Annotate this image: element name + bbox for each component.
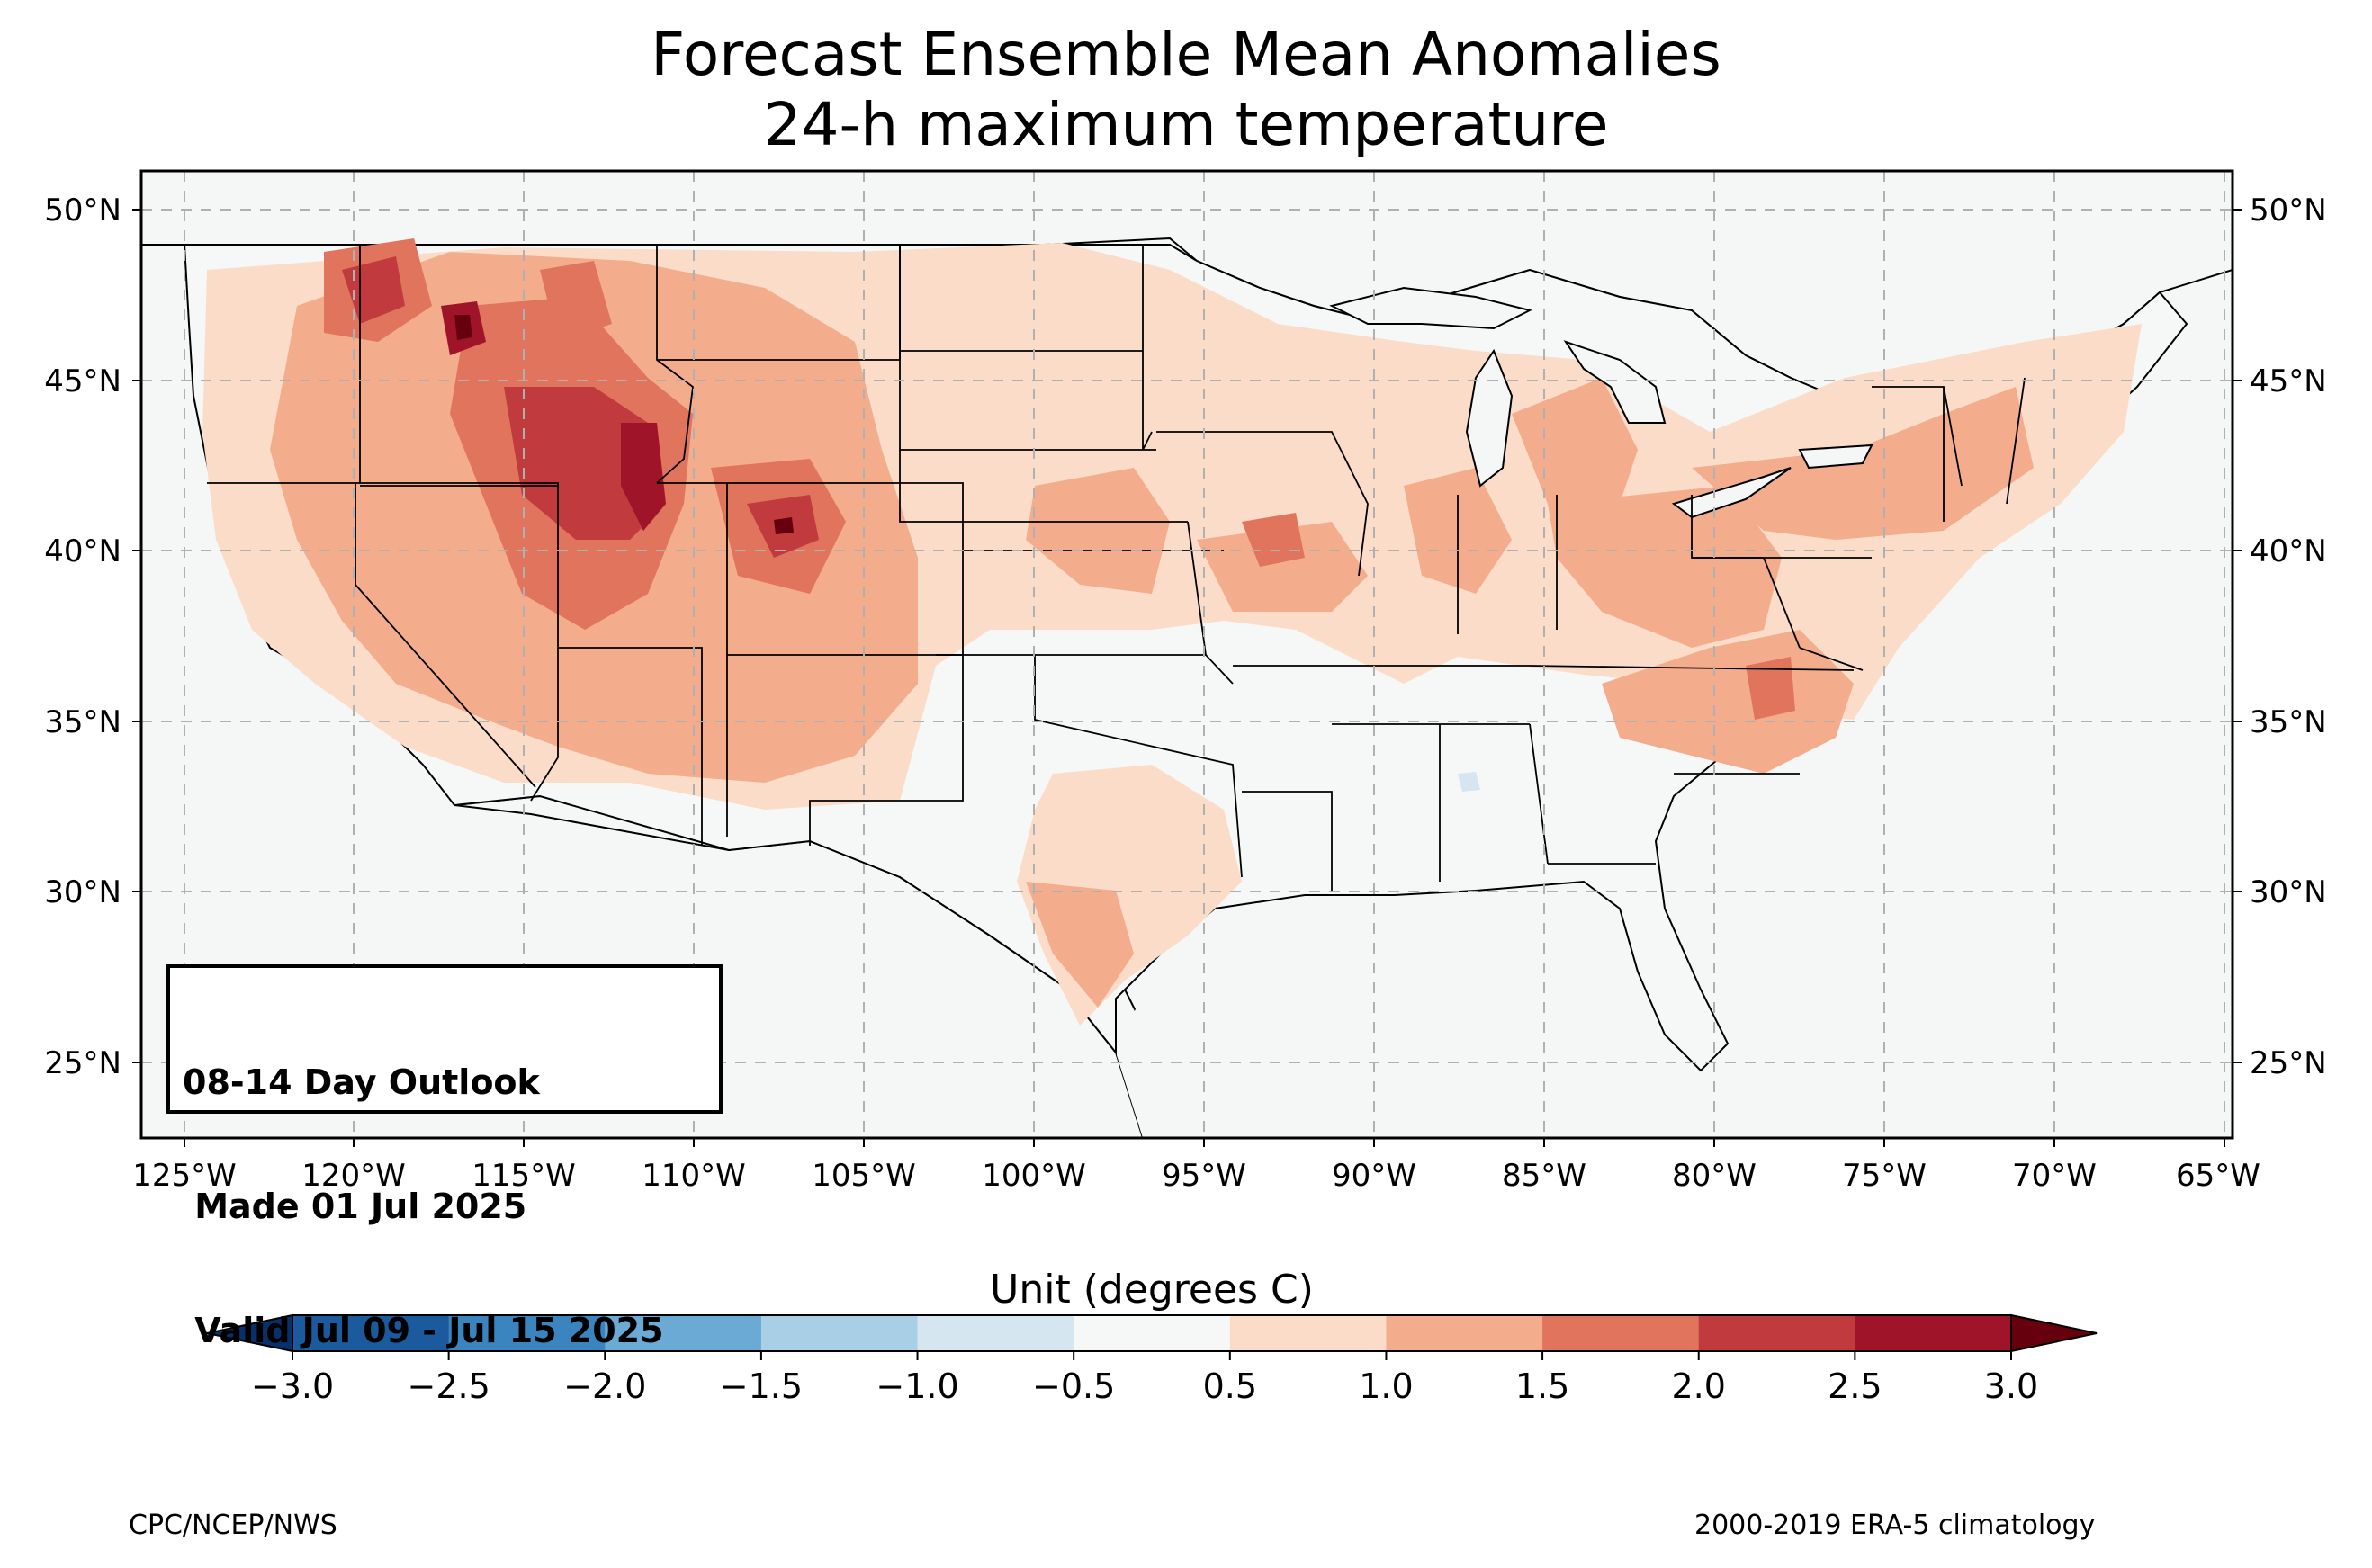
colorbar-segment xyxy=(1229,1315,1387,1351)
colorbar-tick-label: 3.0 xyxy=(1984,1366,2038,1406)
chart-title: Forecast Ensemble Mean Anomalies xyxy=(651,20,1721,89)
colorbar-tick-label: 2.0 xyxy=(1672,1366,1726,1406)
tick-marks xyxy=(132,209,2242,1147)
lon-tick-label: 120°W xyxy=(301,1158,406,1194)
lat-tick-label: 40°N xyxy=(2250,533,2327,569)
lon-tick-label: 110°W xyxy=(642,1158,746,1194)
colorbar-tick-label: −1.5 xyxy=(720,1366,803,1406)
colorbar-segment xyxy=(1074,1315,1231,1351)
footer-climatology: 2000-2019 ERA-5 climatology xyxy=(1694,1510,2096,1541)
outlook-made-date: Made 01 Jul 2025 xyxy=(183,1187,527,1226)
lat-tick-label: 50°N xyxy=(44,193,121,228)
lat-tick-label: 45°N xyxy=(2250,363,2327,399)
lat-tick-label: 45°N xyxy=(44,363,121,399)
great-lakes xyxy=(1329,286,1873,519)
lat-tick-label: 25°N xyxy=(44,1045,121,1081)
gulf-of-mexico xyxy=(1116,882,1728,1138)
colorbar-label: Unit (degrees C) xyxy=(990,1267,1314,1313)
colorbar-segment xyxy=(1855,1315,2012,1351)
lon-tick-label: 70°W xyxy=(2012,1158,2097,1194)
lon-tick-label: 90°W xyxy=(1332,1158,1416,1194)
state-borders xyxy=(207,245,2026,891)
colorbar: −3.0 −2.5 −2.0 −1.5 −1.0 −0.5 0.5 1.0 1.5 2.0 2.5 3… xyxy=(206,1313,2098,1406)
lon-tick-label: 65°W xyxy=(2176,1158,2260,1194)
chart-subtitle: 24-h maximum temperature xyxy=(763,90,1609,159)
colorbar-segment xyxy=(1386,1315,1543,1351)
graticule xyxy=(141,171,2233,1138)
colorbar-segment xyxy=(1698,1315,1855,1351)
lat-tick-label: 35°N xyxy=(2250,704,2327,740)
colorbar-segment xyxy=(917,1315,1074,1351)
lat-tick-label: 30°N xyxy=(2250,874,2327,910)
colorbar-segment xyxy=(1542,1315,1700,1351)
map-frame xyxy=(139,169,2234,1140)
colorbar-extend-high xyxy=(2010,1313,2098,1353)
colorbar-segment xyxy=(760,1315,919,1351)
colorbar-frame xyxy=(292,1314,2012,1352)
lat-tick-label: 40°N xyxy=(44,533,121,569)
lon-tick-label: 125°W xyxy=(132,1158,237,1194)
lon-tick-label: 85°W xyxy=(1502,1158,1586,1194)
colorbar-segment xyxy=(448,1315,606,1351)
lon-tick-label: 80°W xyxy=(1672,1158,1757,1194)
colorbar-tick-label: 1.5 xyxy=(1515,1366,1569,1406)
footer-credit: CPC/NCEP/NWS xyxy=(129,1510,337,1541)
colorbar-tick-label: 0.5 xyxy=(1203,1366,1257,1406)
lat-tick-label: 30°N xyxy=(44,874,121,910)
colorbar-segment xyxy=(292,1315,450,1351)
colorbar-tick-label: −3.0 xyxy=(251,1366,334,1406)
lon-tick-label: 75°W xyxy=(1842,1158,1927,1194)
colorbar-tick-label: −2.0 xyxy=(563,1366,646,1406)
lon-tick-labels: 125°W 120°W 115°W 110°W 105°W 100°W 95°W… xyxy=(132,1158,2260,1194)
outlook-valid-range: Valid Jul 09 - Jul 15 2025 xyxy=(183,1311,664,1350)
outlook-title: 08-14 Day Outlook xyxy=(183,1062,540,1102)
lon-tick-label: 115°W xyxy=(472,1158,576,1194)
colorbar-tick-label: −0.5 xyxy=(1032,1366,1115,1406)
map-layers xyxy=(141,171,2233,1138)
colorbar-tick-label: 2.5 xyxy=(1828,1366,1882,1406)
lat-tick-label: 50°N xyxy=(2250,193,2327,228)
lat-tick-label: 25°N xyxy=(2250,1045,2327,1081)
lon-tick-label: 100°W xyxy=(982,1158,1086,1194)
lon-tick-label: 95°W xyxy=(1162,1158,1246,1194)
lon-tick-label: 105°W xyxy=(812,1158,916,1194)
outlook-info-box: 08-14 Day Outlook Made 01 Jul 2025 Valid… xyxy=(166,964,723,1350)
lat-tick-labels-right: 50°N 45°N 40°N 35°N 30°N 25°N xyxy=(2250,193,2327,1081)
colorbar-tick-label: −1.0 xyxy=(876,1366,958,1406)
lat-tick-label: 35°N xyxy=(44,704,121,740)
colorbar-segment xyxy=(605,1315,762,1351)
colorbar-tick-label: −2.5 xyxy=(407,1366,490,1406)
colorbar-tick-label: 1.0 xyxy=(1359,1366,1413,1406)
lat-tick-labels-left: 50°N 45°N 40°N 35°N 30°N 25°N xyxy=(44,193,121,1081)
